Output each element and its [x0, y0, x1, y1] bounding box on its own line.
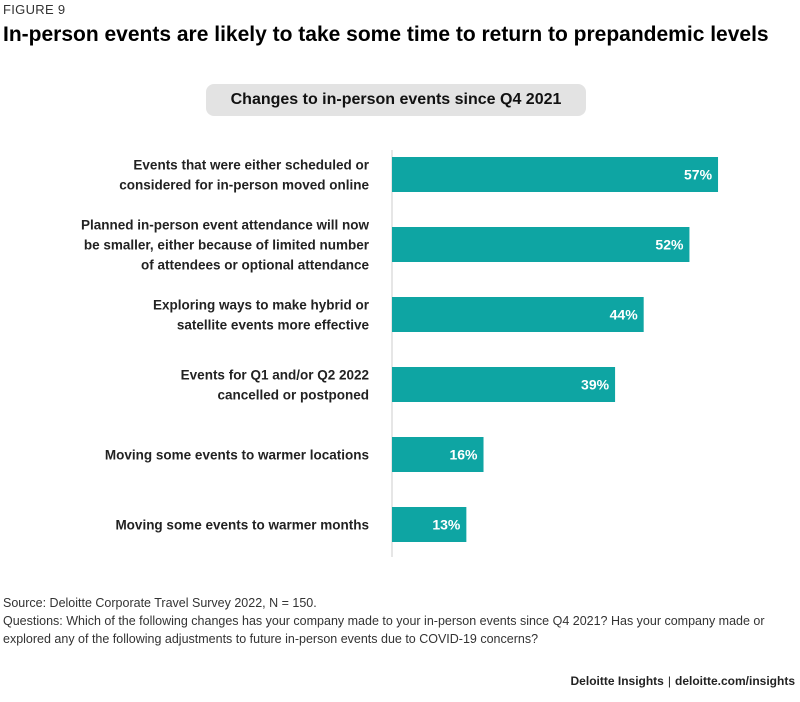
chart-notes: Source: Deloitte Corporate Travel Survey… [3, 594, 793, 648]
value-label-4: 16% [449, 447, 478, 463]
category-label-0-line-1: considered for in-person moved online [119, 178, 369, 193]
bar-3 [392, 367, 616, 402]
category-label-2-line-1: satellite events more effective [177, 318, 370, 333]
category-label-1-line-2: of attendees or optional attendance [141, 258, 370, 273]
source-note: Source: Deloitte Corporate Travel Survey… [3, 596, 317, 610]
bar-chart: Events that were either scheduled or cons… [81, 150, 719, 557]
value-label-2: 44% [610, 307, 639, 323]
category-label-4: Moving some events to warmer locations [105, 448, 369, 463]
credit-brand: Deloitte Insights [570, 674, 664, 688]
value-label-0: 57% [684, 167, 713, 183]
value-label-5: 13% [432, 517, 461, 533]
chart-subtitle: Changes to in-person events since Q4 202… [206, 84, 586, 116]
bar-1 [392, 227, 690, 262]
value-labels-group: 57% 52% 44% 39% 16% 13% [432, 167, 712, 533]
category-label-1: Planned in-person event attendance will … [81, 218, 370, 273]
category-label-2-line-0: Exploring ways to make hybrid or [153, 298, 370, 313]
category-label-3: Events for Q1 and/or Q2 2022 cancelled or… [181, 368, 369, 403]
value-label-3: 39% [581, 377, 610, 393]
credit-url[interactable]: deloitte.com/insights [674, 674, 795, 688]
category-labels-group: Events that were either scheduled or cons… [81, 158, 370, 533]
bar-2 [392, 297, 644, 332]
bar-5 [392, 507, 467, 542]
category-label-3-line-0: Events for Q1 and/or Q2 2022 [181, 368, 369, 383]
category-label-1-line-1: be smaller, either because of limited nu… [84, 238, 370, 253]
chart-title: In-person events are likely to take some… [3, 23, 769, 46]
category-label-1-line-0: Planned in-person event attendance will … [81, 218, 370, 233]
value-label-1: 52% [655, 237, 684, 253]
category-label-0: Events that were either scheduled or cons… [119, 158, 370, 193]
questions-note: Questions: Which of the following change… [3, 614, 765, 646]
category-label-5-line-0: Moving some events to warmer months [115, 518, 369, 533]
category-label-3-line-1: cancelled or postponed [217, 388, 369, 403]
bar-4 [392, 437, 484, 472]
category-label-4-line-0: Moving some events to warmer locations [105, 448, 369, 463]
category-label-5: Moving some events to warmer months [115, 518, 369, 533]
figure-label: FIGURE 9 [3, 2, 66, 17]
bar-0 [392, 157, 719, 192]
credit-line: Deloitte Insights | deloitte.com/insights [571, 674, 795, 688]
category-label-2: Exploring ways to make hybrid or satellit… [153, 298, 370, 333]
credit-separator: | [667, 674, 671, 688]
category-label-0-line-0: Events that were either scheduled or [133, 158, 369, 173]
bars-group [392, 157, 719, 542]
